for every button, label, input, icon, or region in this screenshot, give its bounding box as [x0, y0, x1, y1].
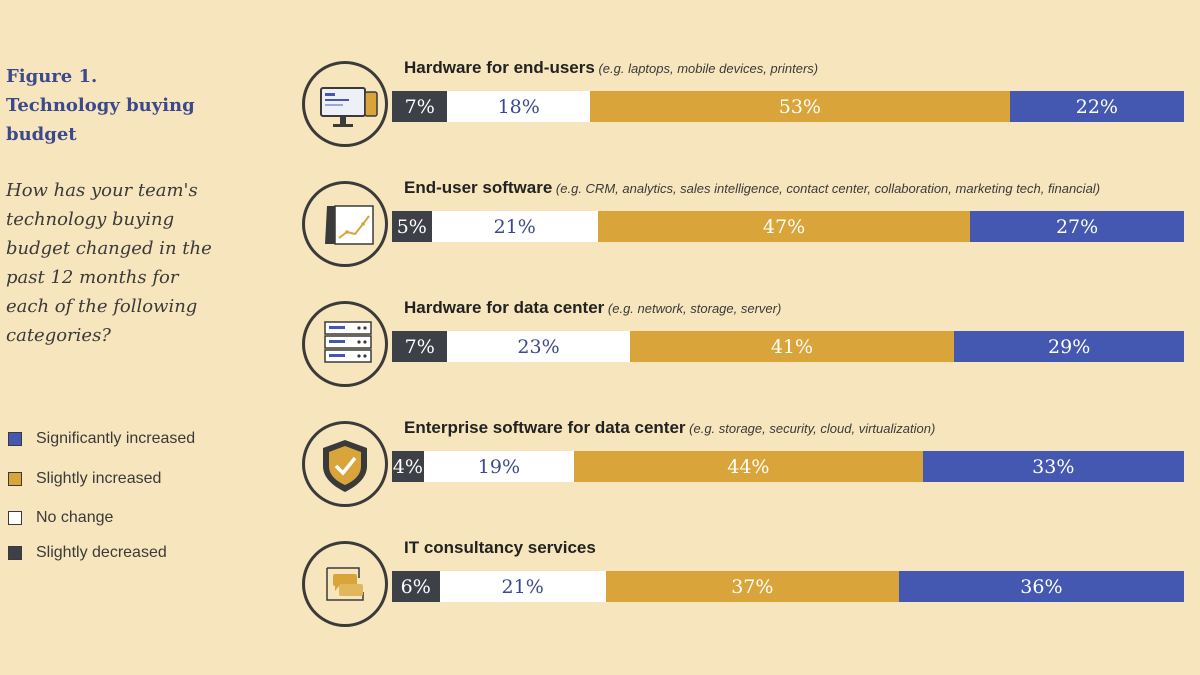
category-name: Enterprise software for data center: [404, 418, 686, 437]
legend-label: Significantly increased: [36, 430, 196, 447]
bar-segment-slightly-decreased: 5%: [392, 211, 432, 242]
legend-item-significantly-increased: Significantly increased: [8, 428, 195, 450]
category-name: End-user software: [404, 178, 553, 197]
bar-segment-no-change: 21%: [431, 211, 598, 242]
legend-item-no-change: No change: [8, 507, 113, 529]
legend-swatch: [8, 511, 22, 525]
bar-segment-slightly-increased: 53%: [589, 91, 1010, 122]
chart-row: Hardware for end-users (e.g. laptops, mo…: [0, 58, 1200, 178]
bar-segment-slightly-increased: 44%: [574, 451, 923, 482]
figure-question: How has your team's technology buying bu…: [6, 180, 212, 346]
category-note: (e.g. network, storage, server): [604, 301, 782, 316]
bar-segment-significantly-increased: 36%: [898, 571, 1184, 602]
shield-check-icon: [302, 421, 388, 507]
stacked-bar: 5% 21% 47% 27%: [392, 211, 1184, 242]
category-label: End-user software (e.g. CRM, analytics, …: [404, 178, 1100, 198]
server-rack-icon: [302, 301, 388, 387]
legend-swatch: [8, 546, 22, 560]
monitor-icon: [302, 61, 388, 147]
bar-segment-significantly-increased: 29%: [954, 331, 1184, 362]
bar-segment-slightly-increased: 41%: [629, 331, 955, 362]
legend-item-slightly-decreased: Slightly decreased: [8, 542, 167, 564]
legend-item-slightly-increased: Slightly increased: [8, 468, 161, 490]
category-name: IT consultancy services: [404, 538, 596, 557]
bar-segment-significantly-increased: 27%: [970, 211, 1184, 242]
line-chart-icon: [302, 181, 388, 267]
bar-segment-significantly-increased: 33%: [922, 451, 1184, 482]
category-label: IT consultancy services: [404, 538, 596, 558]
bar-segment-slightly-increased: 47%: [597, 211, 971, 242]
stacked-bar: 7% 23% 41% 29%: [392, 331, 1184, 362]
category-label: Enterprise software for data center (e.g…: [404, 418, 935, 438]
legend-label: Slightly decreased: [36, 544, 167, 561]
stacked-bar: 7% 18% 53% 22%: [392, 91, 1184, 122]
bar-segment-slightly-decreased: 7%: [392, 91, 448, 122]
chat-bubbles-icon: [302, 541, 388, 627]
figure-title: Figure 1. Technology buying budget: [6, 66, 195, 145]
category-note: (e.g. laptops, mobile devices, printers): [594, 61, 819, 76]
chart-row: IT consultancy services 6% 21% 37% 36%: [0, 538, 1200, 658]
category-name: Hardware for data center: [404, 298, 605, 317]
bar-segment-no-change: 23%: [447, 331, 630, 362]
bar-segment-no-change: 19%: [423, 451, 575, 482]
chart-row: End-user software (e.g. CRM, analytics, …: [0, 178, 1200, 298]
category-name: Hardware for end-users: [404, 58, 595, 77]
bar-segment-no-change: 21%: [439, 571, 606, 602]
legend-swatch: [8, 472, 22, 486]
bar-segment-slightly-decreased: 7%: [392, 331, 448, 362]
chart-row: Enterprise software for data center (e.g…: [0, 418, 1200, 538]
chart-row: Hardware for data center (e.g. network, …: [0, 298, 1200, 418]
category-label: Hardware for data center (e.g. network, …: [404, 298, 781, 318]
legend-swatch: [8, 432, 22, 446]
bar-segment-no-change: 18%: [447, 91, 590, 122]
bar-segment-significantly-increased: 22%: [1009, 91, 1184, 122]
category-note: (e.g. storage, security, cloud, virtuali…: [685, 421, 936, 436]
stacked-bar: 4% 19% 44% 33%: [392, 451, 1184, 482]
category-label: Hardware for end-users (e.g. laptops, mo…: [404, 58, 818, 78]
bar-segment-slightly-increased: 37%: [605, 571, 899, 602]
legend-label: Slightly increased: [36, 470, 162, 487]
bar-segment-slightly-decreased: 6%: [392, 571, 440, 602]
bar-segment-slightly-decreased: 4%: [392, 451, 424, 482]
category-note: (e.g. CRM, analytics, sales intelligence…: [552, 181, 1101, 196]
legend-label: No change: [36, 509, 114, 526]
stacked-bar: 6% 21% 37% 36%: [392, 571, 1184, 602]
